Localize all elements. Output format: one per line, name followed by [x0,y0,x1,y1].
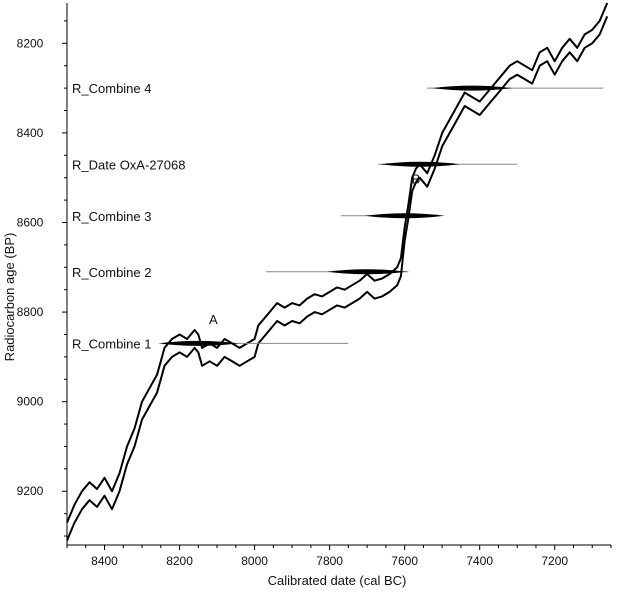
y-tick-label: 9200 [17,484,44,498]
probability-distribution [432,85,513,91]
x-tick-label: 7200 [541,554,568,568]
y-tick-label: 8400 [17,126,44,140]
distribution-label: R_Combine 3 [72,209,152,224]
x-tick-label: 7800 [316,554,343,568]
plot-area: 8400 8200 8000 7800 7600 7400 7200 8200 8400 8600… [17,2,612,568]
y-tick-label: 8800 [17,305,44,319]
x-tick-label: 8000 [241,554,268,568]
x-tick-label: 7600 [391,554,418,568]
distribution-label: R_Date OxA-27068 [72,157,185,172]
x-tick-label: 8400 [91,554,118,568]
y-axis-label: Radiocarbon age (BP) [2,233,17,362]
y-tick-label: 9000 [17,395,44,409]
probability-distribution [327,269,408,275]
probability-distribution [379,161,460,167]
probability-distribution [158,340,239,346]
calibration-curve-line [66,2,609,523]
x-tick-label: 8200 [166,554,193,568]
x-axis-label: Calibrated date (cal BC) [268,573,407,588]
distribution-label: R_Combine 1 [72,336,152,351]
annotation-letter: A [209,312,218,327]
distribution-label: R_Combine 4 [72,81,152,96]
x-tick-label: 7400 [466,554,493,568]
probability-distribution [364,213,445,219]
annotation-letter: B [412,172,421,187]
calibration-curve-line [66,16,609,541]
y-tick-label: 8200 [17,36,44,50]
distribution-label: R_Combine 2 [72,265,152,280]
y-tick-label: 8600 [17,215,44,229]
